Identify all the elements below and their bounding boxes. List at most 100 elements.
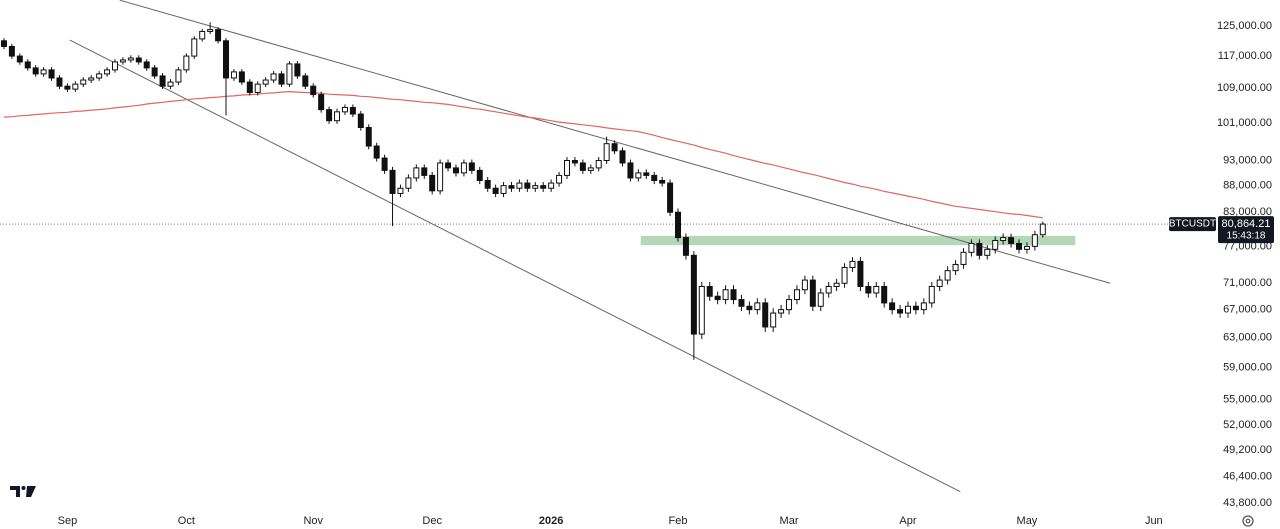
moving-average-line	[3, 90, 1043, 219]
y-tick-label: 49,200.00	[1223, 444, 1272, 456]
y-tick-label: 59,000.00	[1223, 361, 1272, 373]
candle-body	[532, 185, 539, 189]
y-tick-label: 125,000.00	[1217, 20, 1272, 32]
candle-body	[286, 63, 293, 85]
candle-body	[714, 295, 721, 301]
candle-body	[992, 240, 999, 250]
candle-body	[294, 63, 301, 77]
candle-body	[175, 69, 182, 83]
y-tick-label: 109,000.00	[1217, 82, 1272, 94]
candle-body	[825, 285, 832, 294]
candle-body	[651, 174, 658, 181]
x-tick-label: Sep	[58, 515, 78, 527]
candle-body	[468, 162, 475, 171]
candle-body	[563, 159, 570, 176]
y-tick-label: 46,400.00	[1223, 471, 1272, 483]
candle-body	[421, 167, 428, 176]
candle-body	[659, 179, 666, 184]
settings-icon[interactable]	[1242, 515, 1254, 527]
candle-body	[889, 302, 896, 311]
candle-body	[381, 157, 388, 171]
candle-body	[1039, 223, 1046, 236]
candle-body	[976, 242, 983, 256]
candle-body	[357, 113, 364, 128]
candle-body	[682, 237, 689, 256]
candle-body	[611, 143, 618, 152]
candle-body	[24, 61, 31, 69]
price-tag: 80,864.21	[1222, 218, 1271, 230]
candle-body	[302, 75, 309, 87]
candle-body	[159, 75, 166, 87]
candle-body	[334, 111, 341, 122]
candle-body	[373, 145, 380, 159]
candle-body	[920, 302, 927, 311]
candle-body	[191, 38, 198, 57]
candle-body	[278, 73, 285, 85]
y-tick-label: 83,000.00	[1223, 206, 1272, 218]
candle-body	[1023, 245, 1030, 250]
candle-body	[151, 67, 158, 77]
candle-body	[690, 254, 697, 335]
x-tick-label: Apr	[899, 515, 916, 527]
symbol-tag: BTCUSDT	[1169, 219, 1216, 230]
candle-body	[0, 40, 7, 47]
candle-body	[571, 159, 578, 164]
candle-body	[199, 30, 206, 40]
candle-body	[556, 174, 563, 184]
candle-body	[167, 81, 174, 87]
candle-body	[801, 279, 808, 291]
y-tick-label: 67,000.00	[1223, 304, 1272, 316]
candle-body	[960, 251, 967, 265]
y-tick-label: 117,000.00	[1218, 50, 1272, 62]
candle-body	[873, 285, 880, 294]
x-tick-label: Oct	[178, 515, 195, 527]
candle-body	[8, 45, 15, 57]
candle-body	[349, 106, 356, 115]
candle-body	[492, 187, 499, 194]
candle-body	[111, 61, 118, 71]
candle-body	[445, 162, 452, 169]
y-tick-label: 77,000.00	[1223, 240, 1272, 252]
candle-body	[928, 285, 935, 304]
y-tick-label: 43,800.00	[1223, 497, 1272, 509]
candle-body	[1008, 237, 1015, 244]
candle-body	[80, 79, 87, 85]
candle-body	[540, 185, 547, 189]
x-tick-label: Mar	[780, 515, 799, 527]
candle-body	[984, 248, 991, 256]
candle-body	[341, 106, 348, 113]
candle-body	[936, 279, 943, 287]
candle-body	[508, 185, 515, 189]
candle-body	[500, 185, 507, 194]
candle-body	[127, 57, 134, 61]
candle-body	[952, 263, 959, 272]
candle-body	[865, 285, 872, 294]
x-tick-label: Nov	[303, 515, 323, 527]
candle-body	[413, 167, 420, 179]
candle-body	[635, 172, 642, 179]
candle-body	[722, 289, 729, 301]
candle-body	[365, 126, 372, 147]
candle-body	[32, 67, 39, 75]
candle-body	[603, 143, 610, 161]
candle-body	[223, 40, 230, 79]
x-tick-label: 2026	[539, 515, 563, 527]
countdown: 15:43:18	[1227, 231, 1266, 242]
candle-body	[238, 71, 245, 83]
candle-body	[944, 270, 951, 281]
candle-body	[904, 305, 911, 314]
candle-body	[786, 299, 793, 311]
candle-body	[698, 285, 705, 335]
y-tick-label: 88,000.00	[1223, 180, 1272, 192]
candle-body	[405, 177, 412, 189]
candle-body	[96, 73, 103, 79]
candle-body	[881, 285, 888, 304]
candle-body	[40, 69, 47, 75]
candle-body	[310, 85, 317, 96]
candle-body	[437, 162, 444, 192]
candle-body	[627, 162, 634, 179]
candle-body	[326, 109, 333, 122]
candle-body	[1000, 237, 1007, 242]
candle-body	[262, 79, 269, 85]
